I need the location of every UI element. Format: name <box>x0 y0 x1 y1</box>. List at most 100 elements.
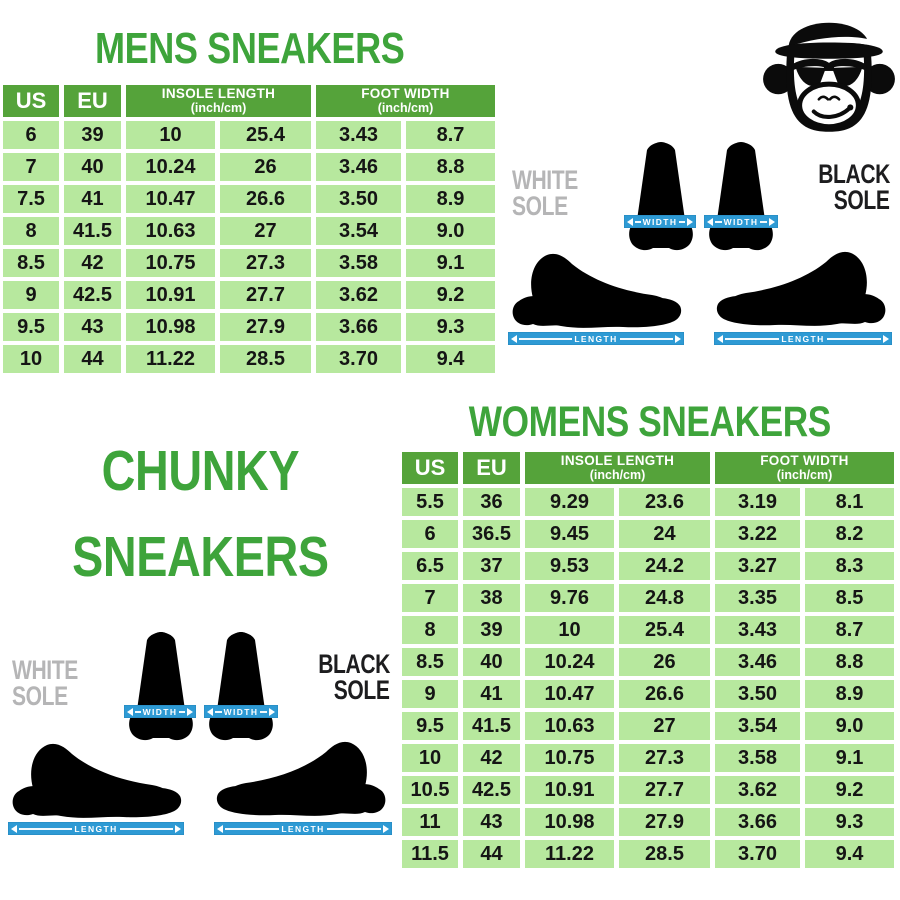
size-cell: 3.66 <box>316 313 401 341</box>
size-cell: 3.58 <box>715 744 800 772</box>
size-cell: 41.5 <box>64 217 121 245</box>
size-cell: 9.0 <box>406 217 495 245</box>
size-cell: 9.3 <box>406 313 495 341</box>
size-cell: 9 <box>3 281 59 309</box>
arrow-right-icon <box>187 707 194 716</box>
size-cell: 24.2 <box>619 552 710 580</box>
size-cell: 10.98 <box>126 313 215 341</box>
white-sole-label: WHITE SOLE <box>12 655 78 711</box>
womens-column-header-insole-length: INSOLE LENGTH (inch/cm) <box>525 452 710 484</box>
size-cell: 9.5 <box>3 313 59 341</box>
size-cell: 6 <box>402 520 458 548</box>
size-cell: 27.3 <box>220 249 311 277</box>
size-cell: 27.3 <box>619 744 710 772</box>
size-cell: 7 <box>3 153 59 181</box>
size-cell: 3.43 <box>316 121 401 149</box>
size-cell: 10.91 <box>126 281 215 309</box>
mens-sneakers-title: MENS SNEAKERS <box>95 24 405 73</box>
size-cell: 41 <box>64 185 121 213</box>
black-sole-label: BLACK SOLE <box>818 159 890 215</box>
size-cell: 9.2 <box>805 776 894 804</box>
size-cell: 9.4 <box>406 345 495 373</box>
size-cell: 39 <box>463 616 520 644</box>
width-band: WIDTH <box>204 705 278 718</box>
size-cell: 10.63 <box>126 217 215 245</box>
black-sneaker-side-image <box>216 741 386 816</box>
size-cell: 41 <box>463 680 520 708</box>
size-cell: 8.3 <box>805 552 894 580</box>
size-cell: 26.6 <box>220 185 311 213</box>
size-cell: 10 <box>126 121 215 149</box>
size-cell: 27 <box>619 712 710 740</box>
size-cell: 9.2 <box>406 281 495 309</box>
size-cell: 3.46 <box>316 153 401 181</box>
length-band: LENGTH <box>8 822 184 835</box>
size-cell: 43 <box>463 808 520 836</box>
size-cell: 3.66 <box>715 808 800 836</box>
size-cell: 41.5 <box>463 712 520 740</box>
womens-size-table: US EU INSOLE LENGTH (inch/cm) FOOT WIDTH… <box>402 452 894 868</box>
size-cell: 26 <box>619 648 710 676</box>
size-cell: 11.22 <box>126 345 215 373</box>
size-cell: 3.27 <box>715 552 800 580</box>
size-cell: 8.7 <box>406 121 495 149</box>
size-cell: 9.76 <box>525 584 614 612</box>
mens-size-table: US EU INSOLE LENGTH (inch/cm) FOOT WIDTH… <box>3 85 495 373</box>
size-cell: 9.45 <box>525 520 614 548</box>
size-cell: 9.53 <box>525 552 614 580</box>
size-cell: 11 <box>402 808 458 836</box>
size-cell: 3.19 <box>715 488 800 516</box>
size-cell: 23.6 <box>619 488 710 516</box>
black-sole-label: BLACK SOLE <box>318 649 390 705</box>
size-cell: 9 <box>402 680 458 708</box>
width-band: WIDTH <box>624 215 696 228</box>
size-cell: 10.75 <box>126 249 215 277</box>
arrow-right-icon <box>687 217 694 226</box>
arrow-left-icon <box>127 707 133 716</box>
size-cell: 36 <box>463 488 520 516</box>
size-cell: 10 <box>525 616 614 644</box>
size-cell: 27.9 <box>220 313 311 341</box>
shoe-measure-diagram-bottom: WHITE SOLE BLACK SOLE WIDTH WIDTH LENGTH… <box>0 628 400 843</box>
arrow-left-icon <box>11 824 17 833</box>
size-cell: 37 <box>463 552 520 580</box>
size-cell: 40 <box>463 648 520 676</box>
size-cell: 6.5 <box>402 552 458 580</box>
arrow-right-icon <box>883 334 889 343</box>
size-cell: 10.24 <box>126 153 215 181</box>
size-cell: 10.24 <box>525 648 614 676</box>
arrow-left-icon <box>511 334 517 343</box>
womens-sneakers-title: WOMENS SNEAKERS <box>468 398 832 446</box>
size-cell: 24.8 <box>619 584 710 612</box>
size-cell: 26 <box>220 153 311 181</box>
size-cell: 8 <box>3 217 59 245</box>
size-cell: 39 <box>64 121 121 149</box>
size-cell: 10.75 <box>525 744 614 772</box>
size-cell: 10.63 <box>525 712 614 740</box>
chunky-sneakers-title: CHUNKY SNEAKERS <box>0 428 400 600</box>
womens-column-header-foot-width: FOOT WIDTH (inch/cm) <box>715 452 894 484</box>
white-sneaker-front-image <box>129 632 193 741</box>
length-band: LENGTH <box>508 332 684 345</box>
size-cell: 44 <box>64 345 121 373</box>
size-cell: 5.5 <box>402 488 458 516</box>
size-cell: 27 <box>220 217 311 245</box>
shoe-measure-diagram-top: WHITE SOLE BLACK SOLE WIDTH WIDTH LENGTH… <box>500 138 900 353</box>
size-cell: 11.22 <box>525 840 614 868</box>
size-cell: 9.4 <box>805 840 894 868</box>
black-sneaker-side-image <box>716 251 886 326</box>
size-cell: 26.6 <box>619 680 710 708</box>
womens-column-header-us: US <box>402 452 458 484</box>
length-band: LENGTH <box>714 332 892 345</box>
length-band: LENGTH <box>214 822 392 835</box>
size-cell: 8.5 <box>3 249 59 277</box>
size-cell: 9.1 <box>805 744 894 772</box>
size-cell: 10.91 <box>525 776 614 804</box>
size-cell: 3.62 <box>715 776 800 804</box>
monkey-logo-icon <box>763 22 895 132</box>
mens-column-header-eu: EU <box>64 85 121 117</box>
size-cell: 3.22 <box>715 520 800 548</box>
width-band: WIDTH <box>704 215 778 228</box>
size-cell: 36.5 <box>463 520 520 548</box>
black-sneaker-front-image <box>209 632 273 741</box>
